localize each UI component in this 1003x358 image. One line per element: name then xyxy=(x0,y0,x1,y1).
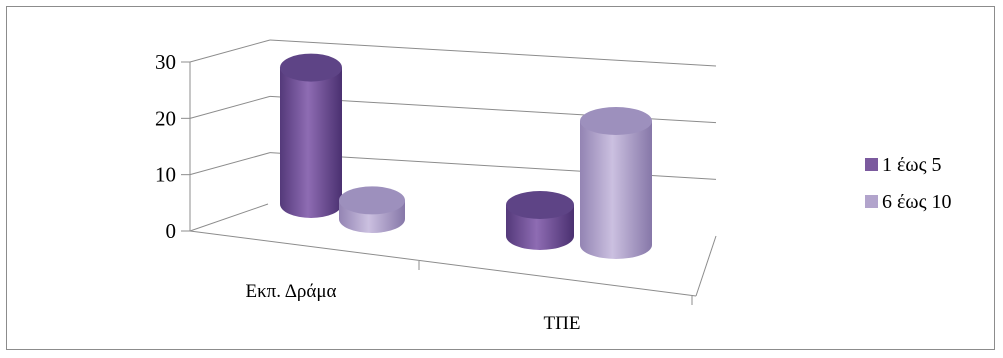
gridline-left-20 xyxy=(189,95,271,119)
bar-top xyxy=(580,107,652,135)
back-wall-left-edge xyxy=(190,40,270,231)
y-tick-label-10: 10 xyxy=(155,163,176,187)
y-tick-label-30: 30 xyxy=(155,50,176,74)
y-tick-label-20: 20 xyxy=(155,106,176,130)
legend-label-2: 6 έως 10 xyxy=(882,191,951,213)
bar-top xyxy=(506,191,574,219)
floor-right-edge xyxy=(695,235,717,297)
legend-swatch-1 xyxy=(865,158,878,171)
bar-2-1 xyxy=(339,186,405,233)
bar-top xyxy=(280,53,342,82)
bar-1-2 xyxy=(506,191,574,250)
bar-2-2 xyxy=(580,107,652,259)
category-label-1: Εκπ. Δράμα xyxy=(245,281,336,302)
gridline-30 xyxy=(269,39,717,67)
y-tick-labels: 0 10 20 30 xyxy=(155,50,176,243)
legend-label-1: 1 έως 5 xyxy=(882,154,941,176)
axes xyxy=(189,40,717,305)
legend-swatch-2 xyxy=(865,195,878,208)
bars xyxy=(280,53,652,259)
bar-body xyxy=(580,121,652,259)
gridline-left-30 xyxy=(189,39,271,63)
legend: 1 έως 5 6 έως 10 xyxy=(865,154,951,213)
category-labels: Εκπ. Δράμα ΤΠΕ xyxy=(245,281,580,334)
chart-frame xyxy=(6,6,995,350)
bar-body xyxy=(280,67,342,218)
bar-top xyxy=(339,186,405,215)
gridline-left-10 xyxy=(189,152,271,176)
category-label-2: ΤΠΕ xyxy=(544,313,581,334)
y-tick-label-0: 0 xyxy=(166,219,177,243)
floor-front-edge xyxy=(189,230,697,297)
floor-left-edge xyxy=(189,203,269,232)
bar-1-1 xyxy=(280,53,342,218)
